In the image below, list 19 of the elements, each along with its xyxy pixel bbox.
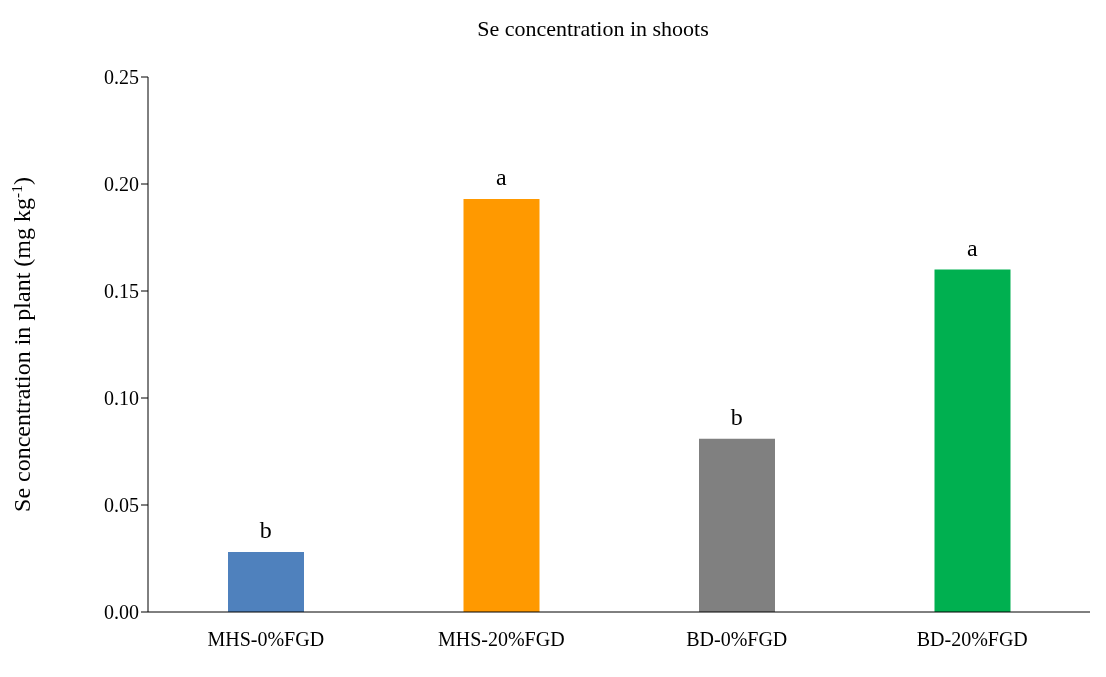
x-tick-label: MHS-20%FGD [437, 628, 565, 651]
annotation: a [495, 163, 507, 190]
x-tick-label: MHS-0%FGD [207, 628, 325, 651]
y-tick-label: 0.10 [104, 387, 139, 410]
bar [934, 269, 1011, 612]
y-tick-label: 0.20 [104, 173, 139, 196]
annotation: b [259, 517, 272, 544]
y-tick-label: 0.25 [104, 66, 139, 89]
annotation: b [730, 403, 743, 430]
y-tick-label: 0.15 [104, 280, 139, 303]
x-tick-label: BD-0%FGD [686, 628, 788, 651]
bar [699, 438, 775, 612]
bar [463, 198, 540, 612]
y-tick-label: 0.05 [104, 494, 139, 517]
bar [228, 552, 304, 612]
chart-title: Se concentration in shoots [477, 16, 709, 41]
x-tick-label: BD-20%FGD [916, 628, 1028, 651]
annotation: a [966, 234, 978, 261]
y-tick-label: 0.00 [104, 601, 139, 624]
